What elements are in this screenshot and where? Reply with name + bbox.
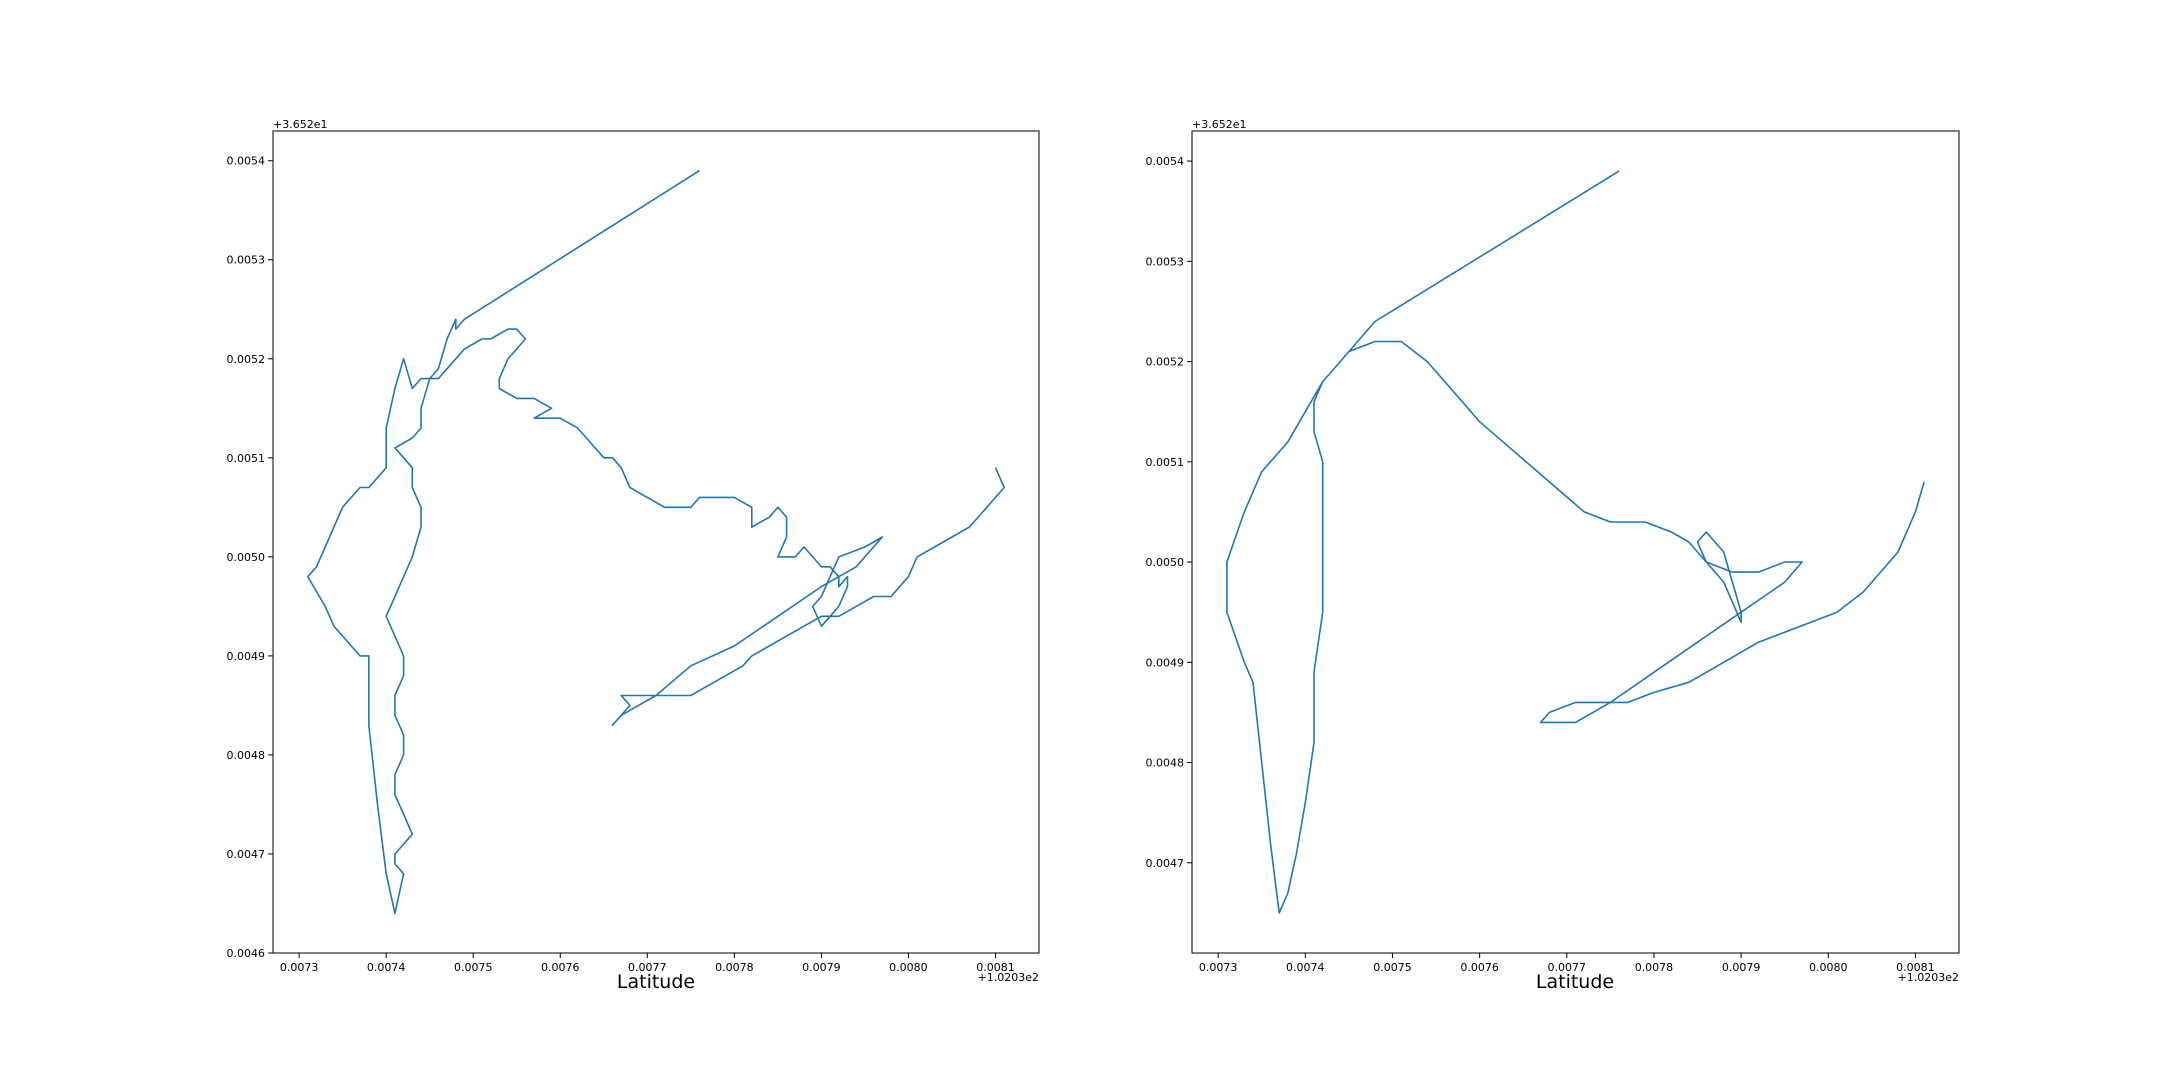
right-y-tick-label: 0.0051	[1146, 456, 1185, 469]
left-x-tick-label: 0.0081	[976, 961, 1015, 974]
right-x-axis-label: Latitude	[1536, 971, 1614, 993]
left-x-tick-label: 0.0079	[802, 961, 841, 974]
right-plot-frame	[1191, 130, 1960, 954]
right-y-tick-label: 0.0048	[1146, 757, 1185, 770]
left-subplot: 0.0073 0.0074 0.0075 0.0076 0.0077 0.0078 0.00…	[227, 118, 1040, 993]
left-x-tick-label: 0.0074	[367, 961, 406, 974]
left-plot-frame	[272, 130, 1040, 954]
right-x-offset-label: +1.0203e2	[1898, 971, 1959, 984]
right-x-axis-ticks: 0.0073 0.0074 0.0075 0.0076 0.0077 0.0078 0.00…	[1199, 953, 1935, 974]
right-y-tick-label: 0.0050	[1146, 556, 1185, 569]
left-x-tick-label: 0.0076	[541, 961, 580, 974]
right-x-tick-label: 0.0081	[1896, 961, 1935, 974]
left-y-tick-label: 0.0049	[227, 650, 266, 663]
right-x-tick-label: 0.0073	[1199, 961, 1238, 974]
right-y-offset-label: +3.652e1	[1192, 118, 1246, 131]
left-y-axis-ticks: 0.0046 0.0047 0.0048 0.0049 0.0050 0.0051 0.00…	[227, 155, 273, 960]
right-x-tick-label: 0.0079	[1722, 961, 1761, 974]
left-y-tick-label: 0.0048	[227, 749, 266, 762]
left-y-tick-label: 0.0052	[227, 353, 266, 366]
left-y-tick-label: 0.0054	[227, 155, 266, 168]
right-x-tick-label: 0.0080	[1809, 961, 1848, 974]
left-x-axis-label: Latitude	[617, 971, 695, 993]
left-x-tick-label: 0.0073	[280, 961, 319, 974]
left-x-axis-ticks: 0.0073 0.0074 0.0075 0.0076 0.0077 0.0078 0.00…	[280, 953, 1015, 974]
left-x-tick-label: 0.0077	[628, 961, 667, 974]
left-x-tick-label: 0.0075	[454, 961, 493, 974]
right-y-tick-label: 0.0052	[1146, 356, 1185, 369]
left-y-tick-label: 0.0051	[227, 452, 266, 465]
left-x-offset-label: +1.0203e2	[978, 971, 1039, 984]
right-x-tick-label: 0.0078	[1635, 961, 1674, 974]
left-y-tick-label: 0.0047	[227, 848, 266, 861]
right-y-tick-label: 0.0054	[1146, 155, 1185, 168]
left-y-offset-label: +3.652e1	[273, 118, 327, 131]
right-subplot: 0.0073 0.0074 0.0075 0.0076 0.0077 0.0078 0.00…	[1146, 118, 1960, 993]
left-x-tick-label: 0.0080	[889, 961, 928, 974]
right-line-series-group	[1226, 170, 1925, 914]
left-line-series-group	[306, 169, 1006, 915]
right-track-line-0	[1226, 170, 1925, 914]
left-y-tick-label: 0.0050	[227, 551, 266, 564]
right-x-tick-label: 0.0074	[1286, 961, 1325, 974]
right-y-axis-ticks: 0.0047 0.0048 0.0049 0.0050 0.0051 0.0052 0.00…	[1146, 155, 1192, 870]
right-x-tick-label: 0.0077	[1548, 961, 1587, 974]
right-y-tick-label: 0.0049	[1146, 656, 1185, 669]
left-x-tick-label: 0.0078	[715, 961, 754, 974]
right-x-tick-label: 0.0075	[1373, 961, 1412, 974]
left-y-tick-label: 0.0053	[227, 254, 266, 267]
left-track-line-0	[306, 169, 1006, 915]
right-y-tick-label: 0.0047	[1146, 857, 1185, 870]
left-y-tick-label: 0.0046	[227, 947, 266, 960]
right-y-tick-label: 0.0053	[1146, 255, 1185, 268]
right-x-tick-label: 0.0076	[1460, 961, 1499, 974]
